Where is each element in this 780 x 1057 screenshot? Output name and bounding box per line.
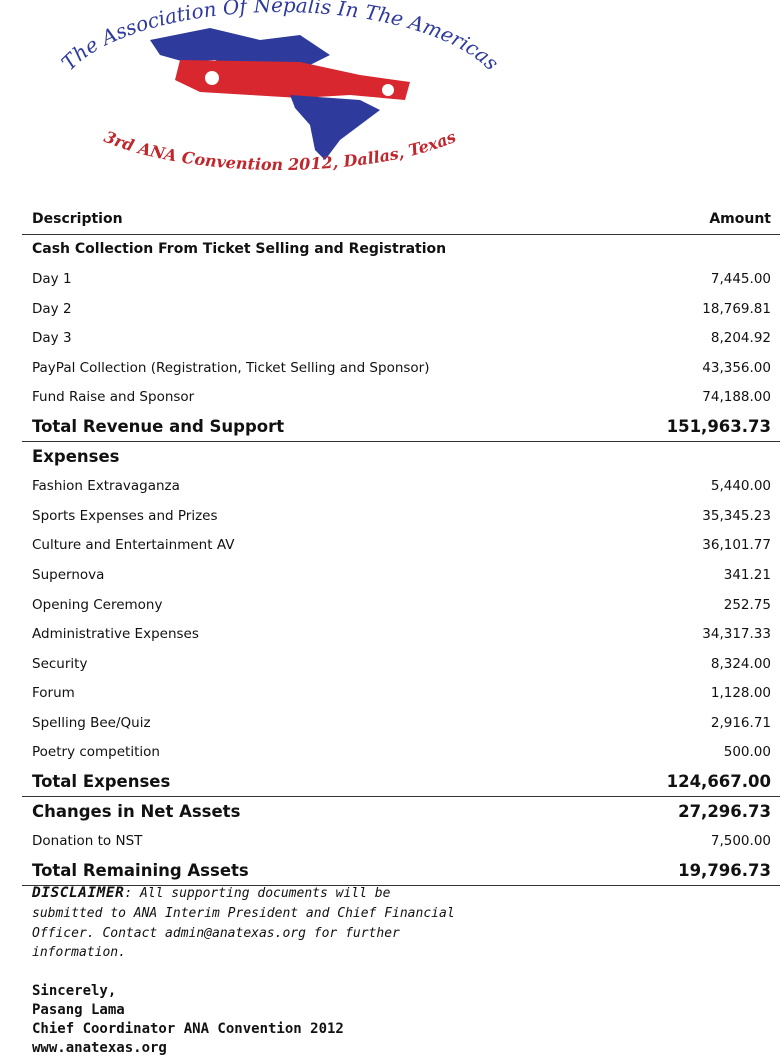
row-label: PayPal Collection (Registration, Ticket … <box>32 359 430 376</box>
table-row: Description Amount <box>22 205 780 235</box>
row-label: Poetry competition <box>32 744 160 761</box>
table-row: Opening Ceremony 252.75 <box>22 590 780 620</box>
row-label: Changes in Net Assets <box>32 802 241 822</box>
closing: Sincerely, <box>32 983 117 999</box>
table-row: Administrative Expenses 34,317.33 <box>22 619 780 649</box>
disclaimer-text: : All supporting documents will be submi… <box>32 886 455 961</box>
row-amount: 18,769.81 <box>702 300 771 317</box>
row-label: Opening Ceremony <box>32 596 163 613</box>
row-label: Donation to NST <box>32 833 143 850</box>
table-row: Day 3 8,204.92 <box>22 323 780 353</box>
row-amount: 1,128.00 <box>710 685 771 702</box>
disclaimer-label: DISCLAIMER <box>32 885 125 901</box>
row-amount: 74,188.00 <box>702 389 771 406</box>
row-amount: 341.21 <box>723 566 771 583</box>
row-label: Description <box>32 211 123 228</box>
row-label: Total Revenue and Support <box>32 416 285 436</box>
map-band <box>175 60 410 100</box>
row-label: Spelling Bee/Quiz <box>32 714 151 731</box>
row-label: Total Remaining Assets <box>32 860 249 880</box>
signer-name: Pasang Lama <box>32 1002 125 1018</box>
sun <box>382 84 394 96</box>
table-row: Forum 1,128.00 <box>22 679 780 709</box>
row-label: Day 1 <box>32 270 72 287</box>
row-amount: 252.75 <box>723 596 771 613</box>
row-amount: 8,204.92 <box>710 330 771 347</box>
row-amount: 124,667.00 <box>666 772 771 792</box>
table-row: Total Remaining Assets 19,796.73 <box>22 856 780 886</box>
table-row: PayPal Collection (Registration, Ticket … <box>22 353 780 383</box>
table-row: Day 1 7,445.00 <box>22 264 780 294</box>
row-amount: 7,445.00 <box>710 270 771 287</box>
table-row: Changes in Net Assets 27,296.73 <box>22 797 780 827</box>
row-amount: 34,317.33 <box>702 626 771 643</box>
row-label: Sports Expenses and Prizes <box>32 507 218 524</box>
signer-role: Chief Coordinator ANA Convention 2012 <box>32 1021 344 1037</box>
row-label: Expenses <box>32 447 120 467</box>
table-row: Security 8,324.00 <box>22 649 780 679</box>
row-label: Day 3 <box>32 330 72 347</box>
row-label: Forum <box>32 685 75 702</box>
logo: The Association Of Nepalis In The Americ… <box>56 0 503 174</box>
table-row: Day 2 18,769.81 <box>22 294 780 324</box>
row-label: Fund Raise and Sponsor <box>32 389 195 406</box>
moon <box>205 71 219 85</box>
website: www.anatexas.org <box>32 1040 167 1056</box>
row-amount: 7,500.00 <box>710 833 771 850</box>
table-row: Poetry competition 500.00 <box>22 738 780 768</box>
row-label: Total Expenses <box>32 772 171 792</box>
row-label: Fashion Extravaganza <box>32 478 180 495</box>
logo-bottom-text: 3rd ANA Convention 2012, Dallas, Texas <box>101 127 458 174</box>
row-label: Culture and Entertainment AV <box>32 537 235 554</box>
map-north <box>150 28 330 70</box>
row-amount: Amount <box>709 211 771 228</box>
table-row: Fashion Extravaganza 5,440.00 <box>22 471 780 501</box>
row-amount: 27,296.73 <box>678 802 771 822</box>
row-label: Cash Collection From Ticket Selling and … <box>32 241 447 258</box>
table-row: Donation to NST 7,500.00 <box>22 826 780 856</box>
table-row: Culture and Entertainment AV 36,101.77 <box>22 531 780 561</box>
row-label: Administrative Expenses <box>32 626 199 643</box>
disclaimer: DISCLAIMER: All supporting documents wil… <box>32 884 457 963</box>
row-amount: 2,916.71 <box>710 714 771 731</box>
table-row: Sports Expenses and Prizes 35,345.23 <box>22 501 780 531</box>
row-label: Supernova <box>32 566 105 583</box>
row-amount: 500.00 <box>723 744 771 761</box>
table-row: Total Revenue and Support 151,963.73 <box>22 412 780 442</box>
table-row: Supernova 341.21 <box>22 560 780 590</box>
row-amount: 36,101.77 <box>702 537 771 554</box>
table-row: Cash Collection From Ticket Selling and … <box>22 235 780 265</box>
row-label: Security <box>32 655 88 672</box>
table-row: Fund Raise and Sponsor 74,188.00 <box>22 383 780 413</box>
row-label: Day 2 <box>32 300 72 317</box>
map-south <box>290 95 380 160</box>
row-amount: 35,345.23 <box>702 507 771 524</box>
row-amount: 19,796.73 <box>678 860 771 880</box>
table-row: Spelling Bee/Quiz 2,916.71 <box>22 708 780 738</box>
signature: Sincerely, Pasang Lama Chief Coordinator… <box>32 982 344 1057</box>
row-amount: 43,356.00 <box>702 359 771 376</box>
table-row: Total Expenses 124,667.00 <box>22 767 780 797</box>
row-amount: 5,440.00 <box>710 478 771 495</box>
row-amount: 151,963.73 <box>666 416 771 436</box>
financial-table: Description Amount Cash Collection From Ti… <box>22 205 780 886</box>
row-amount: 8,324.00 <box>710 655 771 672</box>
logo-bottom-path: 3rd ANA Convention 2012, Dallas, Texas <box>101 127 458 174</box>
table-row: Expenses <box>22 442 780 472</box>
